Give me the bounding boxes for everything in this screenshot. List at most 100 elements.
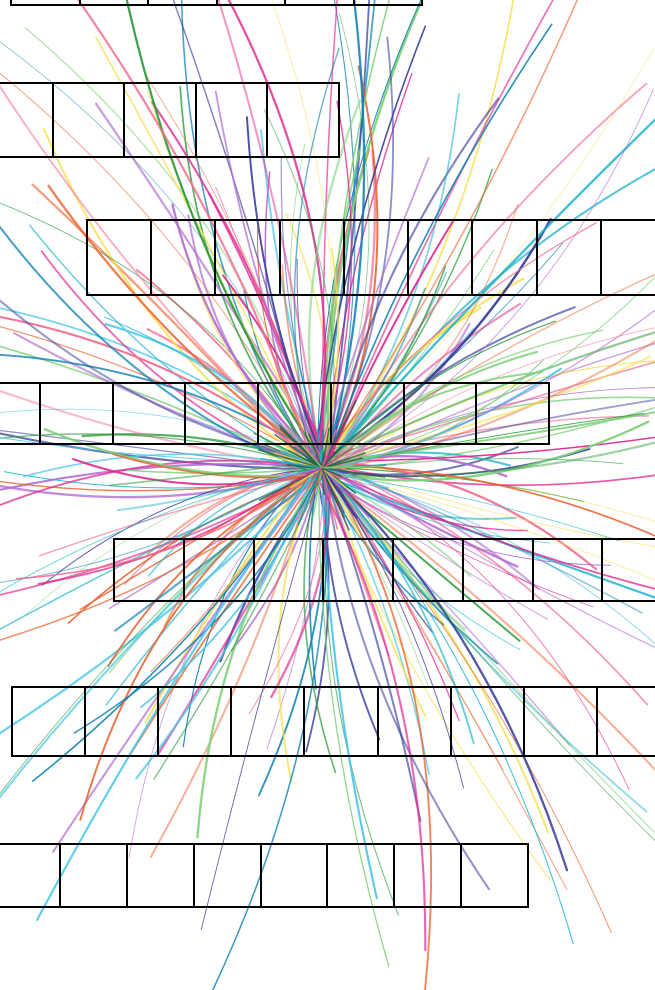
- grid-cell: [407, 219, 474, 296]
- ink-stroke: [0, 459, 325, 507]
- ink-stroke: [303, 466, 337, 774]
- ink-core-stroke: [321, 467, 348, 489]
- ink-stroke: [318, 471, 655, 772]
- ink-stroke: [322, 23, 553, 475]
- ink-stroke: [324, 371, 543, 466]
- ink-core-stroke: [312, 467, 323, 518]
- grid-cell: [266, 82, 340, 158]
- grid-cell: [284, 0, 355, 6]
- ink-stroke: [323, 276, 655, 468]
- ink-stroke: [314, 472, 427, 952]
- ink-core-stroke: [321, 427, 331, 469]
- ink-stroke: [323, 0, 366, 469]
- ink-stroke: [326, 118, 655, 464]
- grid-row-5: [113, 538, 655, 602]
- ink-core-stroke: [309, 467, 323, 504]
- grid-cell: [194, 82, 269, 158]
- ink-stroke: [179, 86, 324, 467]
- ink-stroke: [314, 25, 427, 467]
- grid-cell: [113, 538, 185, 602]
- grid-cell: [123, 82, 197, 158]
- grid-cell: [460, 843, 529, 908]
- ink-core-stroke: [257, 449, 323, 469]
- grid-cell: [230, 686, 306, 757]
- ink-stroke: [326, 0, 424, 469]
- ink-stroke: [196, 464, 329, 839]
- ink-stroke: [246, 116, 327, 467]
- ink-stroke: [324, 461, 655, 548]
- grid-cell: [157, 686, 233, 757]
- grid-cell: [449, 686, 525, 757]
- grid-cell: [352, 0, 423, 6]
- ink-stroke: [77, 0, 318, 475]
- ink-stroke: [322, 342, 655, 475]
- ink-stroke: [317, 248, 340, 467]
- grid-cell: [51, 82, 126, 158]
- grid-row-7: [0, 843, 529, 908]
- grid-cell: [342, 219, 410, 296]
- grid-cell: [38, 382, 114, 445]
- ink-stroke: [326, 469, 519, 568]
- ink-stroke: [325, 97, 500, 472]
- grid-row-2: [0, 82, 340, 158]
- ink-stroke: [319, 470, 521, 651]
- ink-stroke: [321, 339, 655, 474]
- ink-core-stroke: [290, 467, 323, 484]
- ink-stroke: [315, 460, 475, 745]
- ink-core-stroke: [316, 429, 323, 469]
- grid-cell: [214, 219, 281, 296]
- ink-core-stroke: [274, 433, 323, 469]
- ink-stroke: [73, 468, 322, 734]
- ink-stroke: [0, 433, 328, 471]
- ink-stroke: [211, 471, 329, 990]
- grid-cell: [86, 219, 153, 296]
- ink-stroke: [308, 470, 319, 690]
- ink-core-stroke: [260, 458, 323, 469]
- ink-stroke: [248, 474, 329, 715]
- grid-cell: [535, 219, 602, 296]
- ink-core-stroke: [321, 467, 390, 489]
- ink-stroke: [140, 468, 322, 709]
- grid-cell: [147, 0, 218, 6]
- ink-stroke: [36, 468, 318, 922]
- grid-row-1: [10, 0, 423, 6]
- ink-stroke: [0, 202, 320, 473]
- ink-stroke: [322, 0, 338, 465]
- grid-cell: [599, 219, 655, 296]
- ink-core-stroke: [321, 429, 324, 469]
- ink-core-stroke: [321, 429, 344, 469]
- ink-stroke: [316, 88, 654, 474]
- ink-stroke: [38, 471, 320, 557]
- ink-stroke: [0, 432, 318, 471]
- grid-cell: [531, 538, 604, 602]
- ink-stroke: [0, 41, 318, 463]
- ink-stroke: [317, 387, 655, 473]
- ink-stroke: [322, 92, 460, 471]
- ink-stroke: [107, 471, 322, 667]
- ink-stroke: [41, 467, 322, 586]
- grid-cell: [10, 0, 81, 6]
- grid-cell: [84, 686, 160, 757]
- grid-cell: [58, 843, 128, 908]
- ink-stroke: [307, 99, 362, 464]
- grid-cell: [192, 843, 262, 908]
- ink-core-stroke: [279, 427, 323, 469]
- grid-cell: [215, 0, 286, 6]
- ink-stroke: [317, 415, 650, 470]
- grid-cell: [257, 382, 332, 445]
- ink-stroke: [52, 473, 317, 853]
- ink-stroke: [326, 474, 620, 542]
- ink-core-stroke: [321, 467, 370, 519]
- ink-core-stroke: [286, 426, 323, 469]
- ink-stroke: [47, 184, 328, 467]
- ink-stroke: [0, 472, 323, 492]
- grid-row-3: [86, 219, 655, 296]
- grid-cell: [0, 382, 41, 445]
- ink-stroke: [271, 0, 335, 463]
- ink-stroke: [214, 90, 323, 465]
- grid-cell: [278, 219, 345, 296]
- grid-cell: [0, 843, 61, 908]
- ink-stroke: [325, 474, 430, 688]
- ink-stroke: [324, 468, 491, 891]
